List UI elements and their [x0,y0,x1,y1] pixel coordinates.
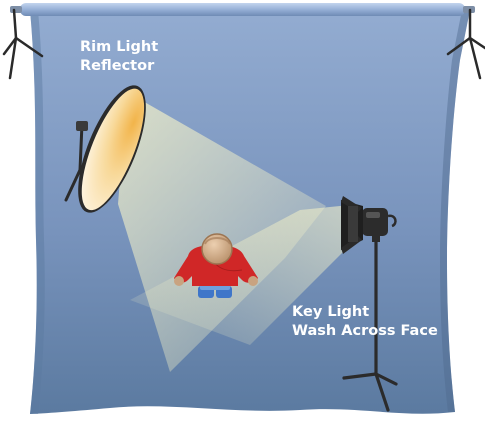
rim-light-label: Rim Light Reflector [80,38,158,76]
spotlight-icon [341,196,397,254]
left-backdrop-stand-icon [2,8,44,80]
person-top-view-icon [174,233,258,298]
rim-light-label-line-2: Reflector [80,58,155,74]
tripod-stand-icon [342,236,398,412]
key-light-label-line-2: Wash Across Face [292,323,438,339]
reflector-mount [76,121,88,131]
roller-end-cap [10,6,22,13]
reflector-icon [78,85,146,213]
right-backdrop-stand-icon [446,8,485,80]
key-light-label: Key Light Wash Across Face [292,303,438,341]
backdrop-fold [30,10,45,414]
backdrop-roller [20,3,465,16]
rim-light-label-line-1: Rim Light [80,39,159,55]
key-light-label-line-1: Key Light [292,304,370,320]
backdrop-fold [440,10,470,412]
